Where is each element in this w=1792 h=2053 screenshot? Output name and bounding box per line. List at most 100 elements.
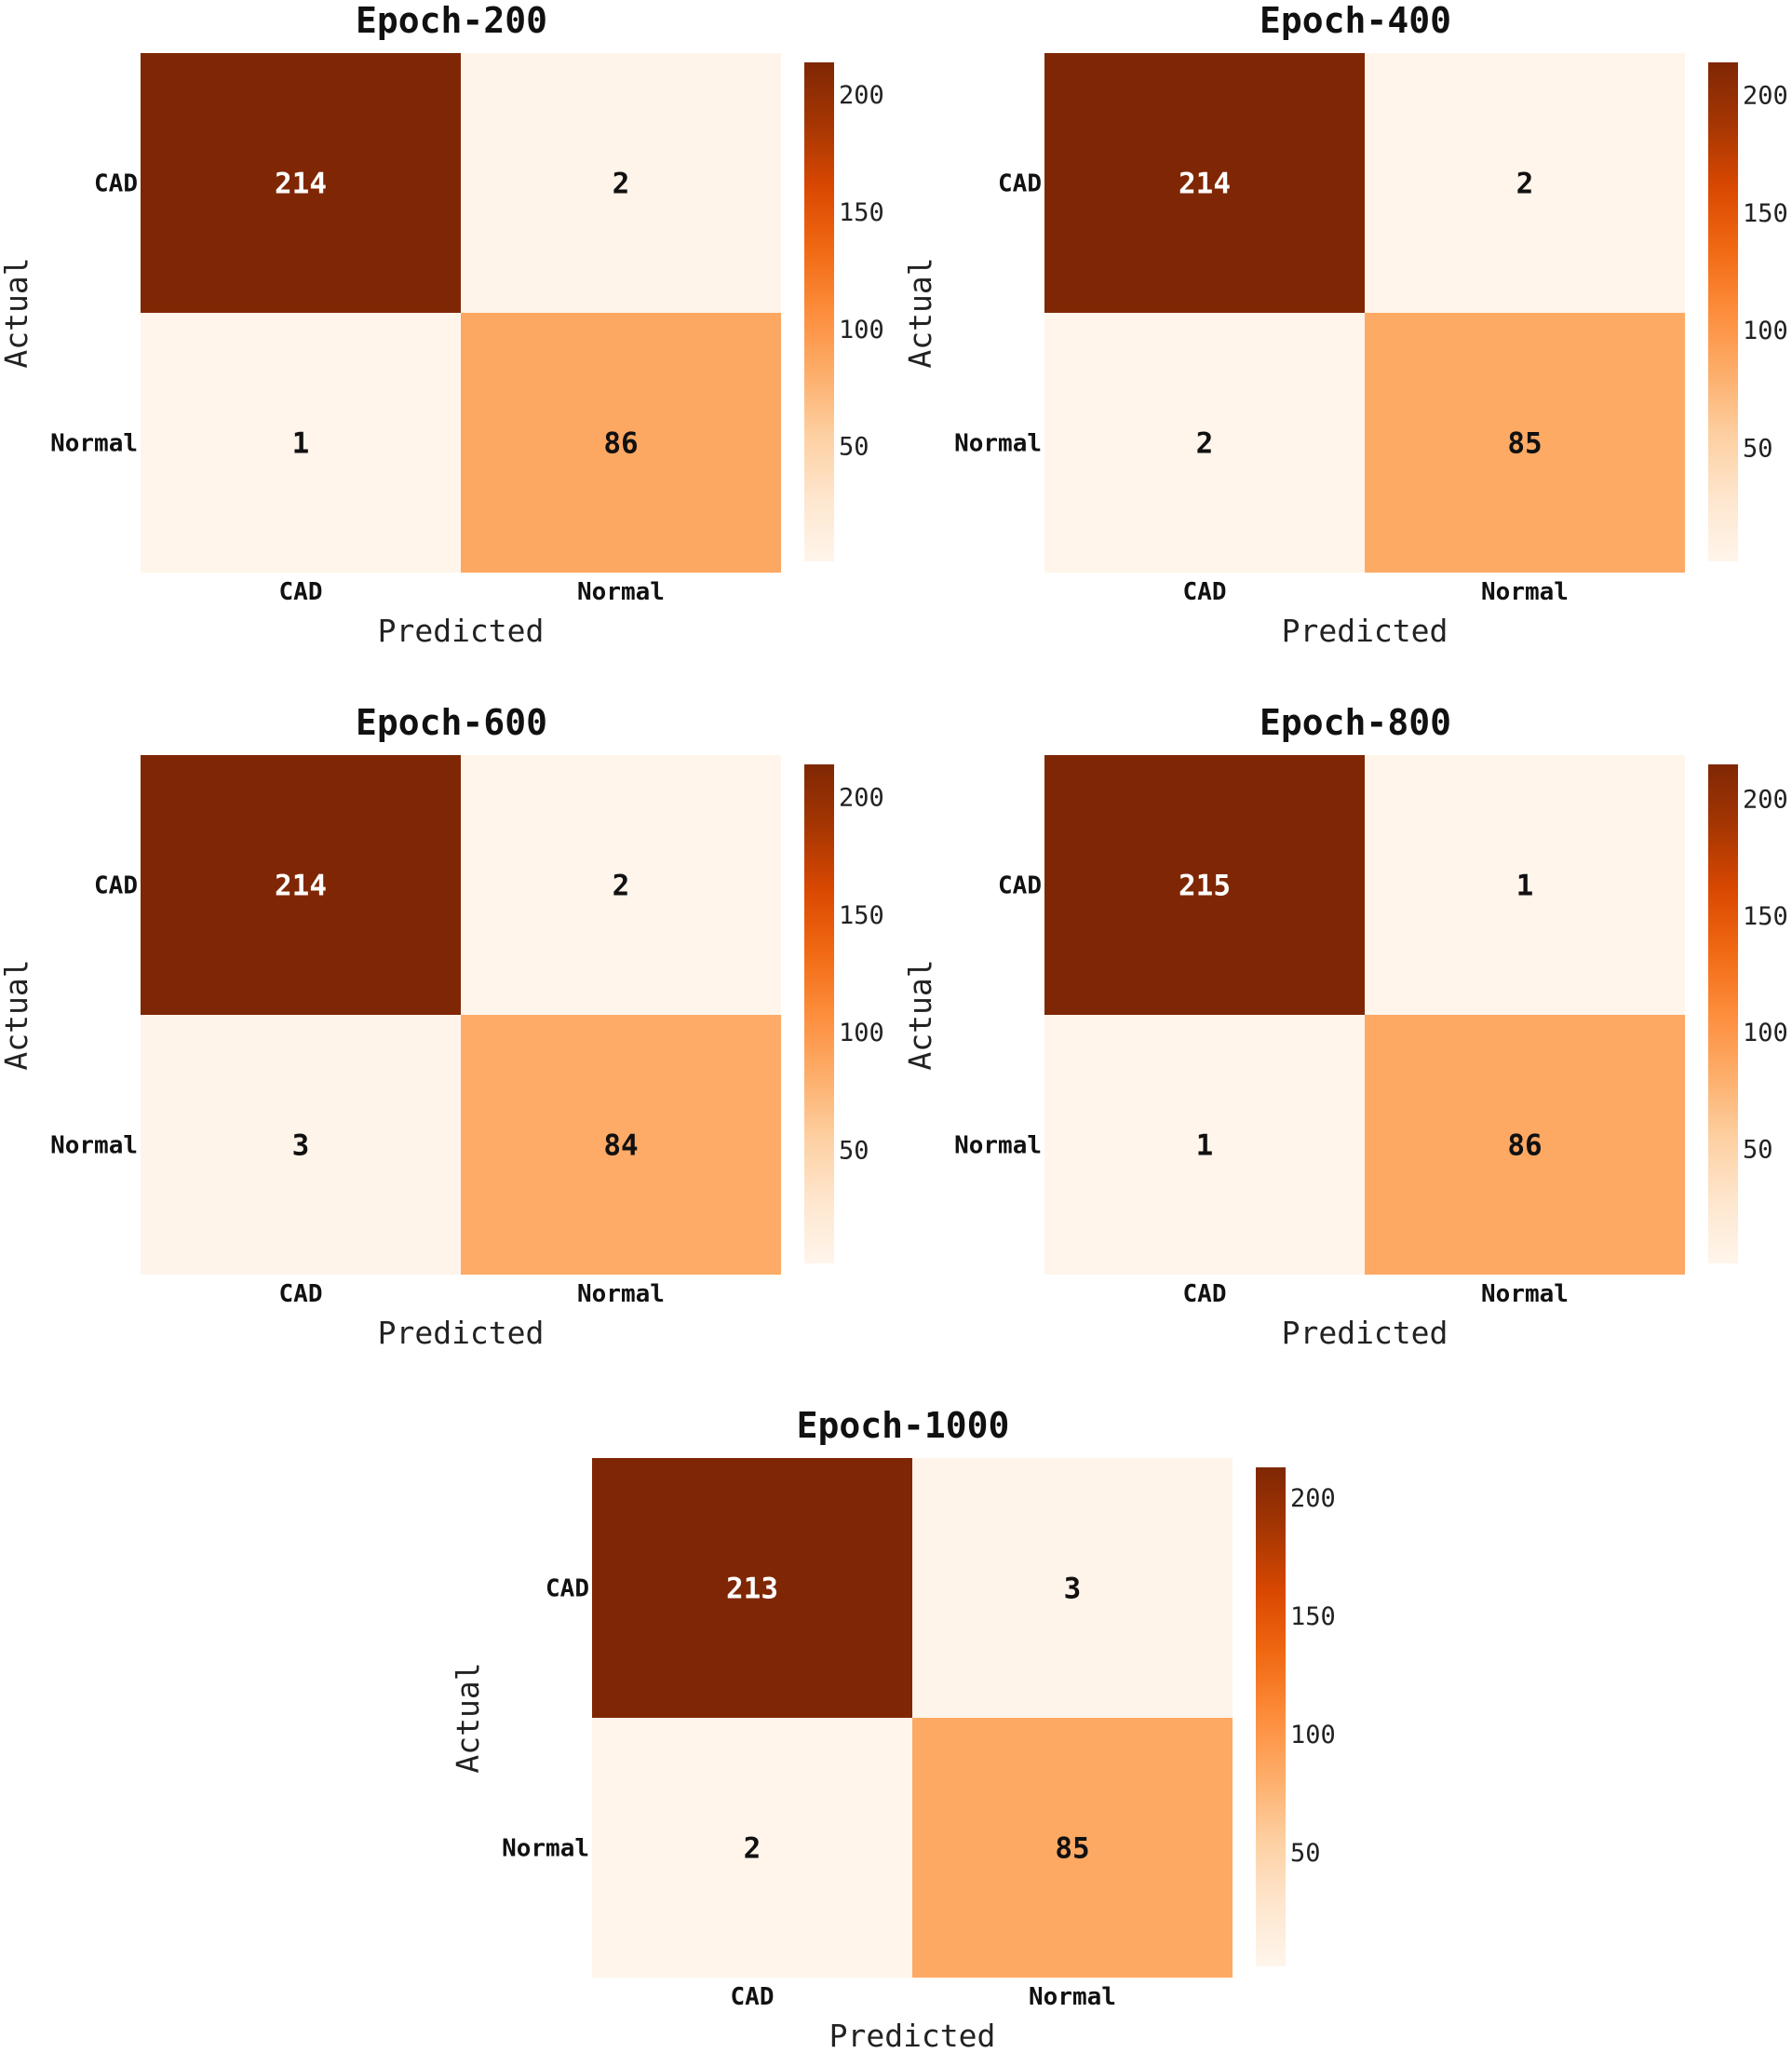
colorbar-tick-label: 200 [1290,1484,1336,1513]
heatmap-cell [141,313,461,573]
cell-value-label: 1 [1196,1129,1214,1163]
heatmap-cell [1044,1015,1365,1275]
colorbar [1256,1467,1286,1966]
heatmap-cell [1365,53,1685,313]
heatmap-cell [461,53,781,313]
colorbar-tick-label: 150 [1743,199,1788,228]
heatmap-cell [1365,1015,1685,1275]
x-tick-label: CAD [731,1983,775,2011]
colorbar-tick-label: 100 [839,1019,884,1047]
cell-value-label: 214 [1179,168,1231,201]
confusion-matrix-panel: Epoch-800 215 1 1 86 CAD Normal CAD Normal Predic… [902,702,1788,1351]
colorbar-tick-label: 50 [1743,435,1773,464]
heatmap-cell [1044,313,1365,573]
cell-value-label: 3 [292,1129,310,1163]
x-tick-label: Normal [1481,578,1569,606]
cell-value-label: 84 [603,1129,638,1163]
colorbar-tick-label: 100 [839,316,884,344]
x-axis-label: Predicted [1282,1315,1448,1351]
panel-title: Epoch-1000 [797,1405,1010,1446]
heatmap-cell [1044,53,1365,313]
y-axis-label: Actual [0,257,34,368]
cell-value-label: 214 [275,870,327,903]
colorbar-tick-label: 50 [839,433,869,462]
x-tick-label: CAD [279,1280,323,1308]
y-tick-label: Normal [50,1132,138,1160]
y-axis-label: Actual [450,1662,486,1773]
colorbar-tick-label: 200 [839,783,884,812]
x-tick-label: CAD [1183,1280,1227,1308]
y-tick-label: Normal [954,430,1042,458]
cell-value-label: 2 [613,870,630,903]
heatmap-cell [141,1015,461,1275]
heatmap-cell [1365,313,1685,573]
panel-title: Epoch-600 [356,702,547,743]
heatmap-cell [1365,755,1685,1015]
cell-value-label: 1 [292,427,310,461]
panel-title: Epoch-400 [1260,0,1451,41]
cell-value-label: 85 [1507,427,1542,461]
cell-value-label: 2 [613,168,630,201]
colorbar-tick-label: 150 [1290,1602,1336,1631]
confusion-matrix-panel: Epoch-600 214 2 3 84 CAD Normal CAD Normal Predic… [0,702,884,1351]
y-tick-label: Normal [50,430,138,458]
x-tick-label: Normal [577,578,665,606]
cell-value-label: 3 [1064,1573,1082,1606]
colorbar-tick-label: 200 [839,81,884,110]
colorbar-tick-label: 150 [1743,902,1788,931]
cell-value-label: 85 [1055,1832,1089,1866]
cell-value-label: 215 [1179,870,1231,903]
heatmap-cell [141,755,461,1015]
colorbar-tick-label: 200 [1743,786,1788,815]
heatmap-cell [592,1718,912,1978]
x-axis-label: Predicted [1282,613,1448,649]
x-tick-label: CAD [1183,578,1227,606]
colorbar-tick-label: 100 [1743,317,1788,345]
colorbar [1708,764,1738,1263]
y-tick-label: CAD [998,170,1042,198]
y-axis-label: Actual [0,959,34,1070]
colorbar-tick-label: 150 [839,198,884,227]
heatmap-cell [141,53,461,313]
cell-value-label: 86 [603,427,638,461]
heatmap-cell [1044,755,1365,1015]
colorbar-tick-label: 50 [1290,1839,1321,1868]
cell-value-label: 1 [1516,870,1534,903]
x-tick-label: Normal [577,1280,665,1308]
y-tick-label: CAD [94,170,138,198]
x-tick-label: CAD [279,578,323,606]
colorbar-tick-label: 150 [839,901,884,930]
cell-value-label: 2 [744,1832,761,1866]
cell-value-label: 213 [726,1573,778,1606]
colorbar-tick-label: 50 [1743,1135,1773,1164]
cell-value-label: 2 [1196,427,1214,461]
y-tick-label: CAD [94,872,138,900]
y-axis-label: Actual [902,959,938,1070]
y-tick-label: CAD [546,1575,589,1603]
heatmap-cell [592,1458,912,1718]
cell-value-label: 214 [275,168,327,201]
x-axis-label: Predicted [378,613,545,649]
colorbar-tick-label: 50 [839,1137,869,1166]
x-tick-label: Normal [1481,1280,1569,1308]
colorbar [1708,62,1738,561]
colorbar-tick-label: 100 [1290,1721,1336,1749]
y-tick-label: Normal [502,1835,589,1863]
y-axis-label: Actual [902,257,938,368]
cell-value-label: 86 [1507,1129,1542,1163]
x-axis-label: Predicted [829,2018,996,2053]
colorbar-tick-label: 100 [1743,1019,1788,1047]
panel-title: Epoch-800 [1260,702,1451,743]
heatmap-cell [461,313,781,573]
confusion-matrix-panel: Epoch-400 214 2 2 85 CAD Normal CAD Normal Predic… [902,0,1788,649]
x-axis-label: Predicted [378,1315,545,1351]
y-tick-label: Normal [954,1132,1042,1160]
colorbar [804,62,834,561]
heatmap-cell [912,1718,1233,1978]
heatmap-cell [912,1458,1233,1718]
colorbar [804,764,834,1263]
cell-value-label: 2 [1516,168,1534,201]
colorbar-tick-label: 200 [1743,81,1788,110]
panel-title: Epoch-200 [356,0,547,41]
